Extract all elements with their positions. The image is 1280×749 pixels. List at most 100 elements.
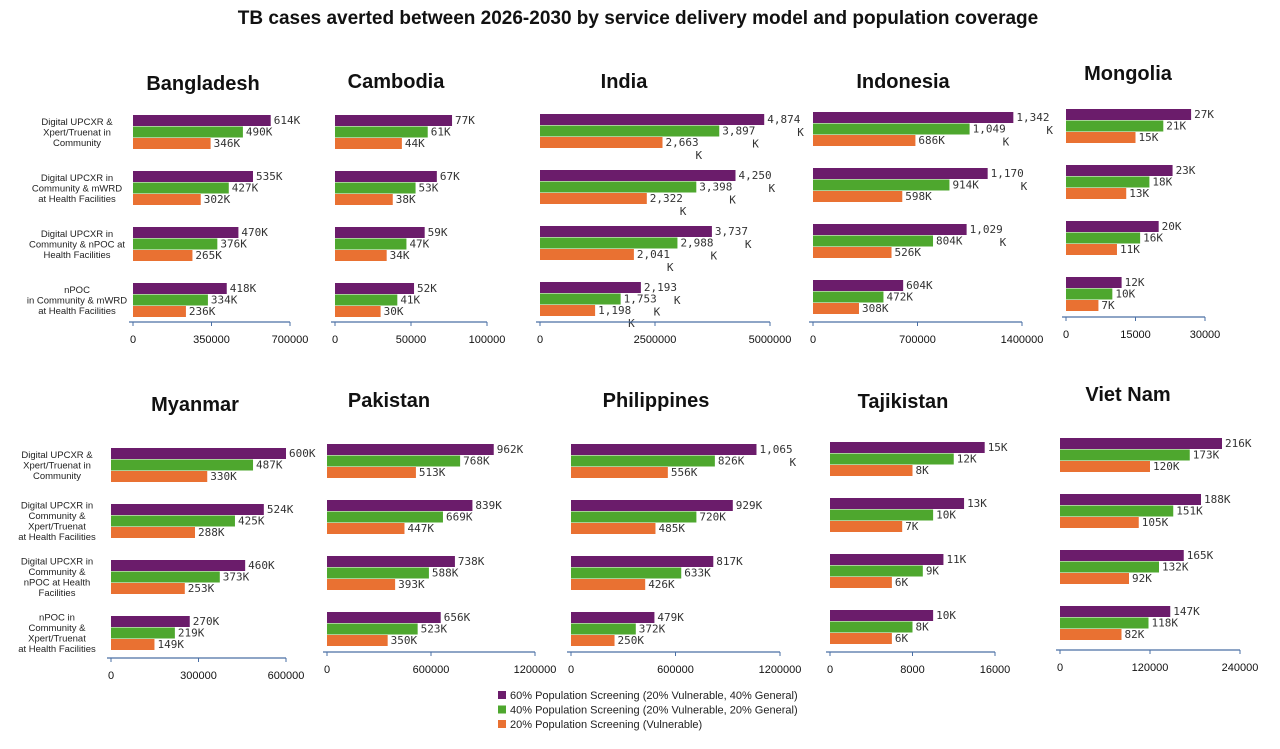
data-label: 330K <box>210 470 237 483</box>
data-label: 1,342 K <box>1016 111 1053 137</box>
data-label: 165K <box>1187 549 1214 562</box>
data-label: 376K <box>220 238 247 251</box>
bar <box>813 135 916 146</box>
data-label: 92K <box>1132 572 1152 585</box>
chart-panel-india: India 4,874 K 4,250 K 3,737 K 2,193 K 3,897 K 3,398… <box>536 71 804 346</box>
panel-title: Indonesia <box>856 71 950 93</box>
x-tick-label: 240000 <box>1222 662 1259 674</box>
x-tick-label: 1200000 <box>759 664 802 676</box>
x-tick-label: 1200000 <box>514 664 557 676</box>
data-label: 470K <box>241 226 268 239</box>
data-label: 15K <box>1139 131 1159 144</box>
x-tick-label: 0 <box>1057 662 1063 674</box>
data-label: 67K <box>440 170 460 183</box>
data-label: 147K <box>1173 605 1200 618</box>
bar <box>813 247 892 258</box>
x-tick-label: 700000 <box>272 334 309 346</box>
bar <box>830 521 903 532</box>
category-label: Digital UPCXR in Community & nPOC at Healt… <box>29 229 125 261</box>
category-label: nPOC in Community & Xpert/Truenat at Health… <box>18 613 96 656</box>
legend-label: 40% Population Screening (20% Vulnerable… <box>510 705 798 717</box>
bar <box>133 194 201 205</box>
data-label: 47K <box>409 238 429 251</box>
x-tick-label: 0 <box>537 334 543 346</box>
data-label: 20K <box>1162 220 1182 233</box>
panel-title: Myanmar <box>151 394 239 416</box>
x-tick-label: 600000 <box>268 670 305 682</box>
bar <box>133 238 218 250</box>
data-label: 265K <box>195 249 222 262</box>
bar <box>327 523 405 534</box>
data-label: 6K <box>895 576 909 589</box>
data-label: 460K <box>248 559 275 572</box>
legend-swatch <box>498 705 506 714</box>
bar <box>813 168 988 179</box>
data-label: 588K <box>432 567 459 580</box>
data-label: 2,322 K <box>650 192 687 218</box>
data-label: 11K <box>946 553 966 566</box>
bar <box>571 444 757 455</box>
bar <box>830 442 985 453</box>
chart-panel-cambodia: Cambodia 77K 67K 59K 52K 61K 53K 47K 41K 44K 38K 34… <box>331 71 505 346</box>
bar <box>327 623 418 635</box>
bar <box>830 610 934 621</box>
bar <box>571 623 636 635</box>
bar <box>540 170 736 181</box>
data-label: 535K <box>256 170 283 183</box>
data-label: 614K <box>274 114 301 127</box>
bar <box>813 179 950 191</box>
bar <box>335 138 402 149</box>
bar <box>540 226 712 237</box>
bar <box>813 224 967 235</box>
bar <box>335 115 453 126</box>
bar <box>335 306 381 317</box>
data-label: 686K <box>918 134 945 147</box>
data-label: 479K <box>657 611 684 624</box>
data-label: 472K <box>886 291 913 304</box>
x-tick-label: 0 <box>827 664 833 676</box>
x-tick-label: 0 <box>332 334 338 346</box>
bar <box>1060 617 1149 629</box>
bar <box>540 114 765 125</box>
bar <box>540 237 678 249</box>
data-label: 18K <box>1152 176 1172 189</box>
bar <box>1066 277 1122 288</box>
bar <box>111 459 254 471</box>
bar <box>571 579 646 590</box>
data-label: 59K <box>428 226 448 239</box>
data-label: 656K <box>444 611 471 624</box>
data-label: 485K <box>658 522 685 535</box>
data-label: 426K <box>648 578 675 591</box>
data-label: 526K <box>895 246 922 259</box>
data-label: 270K <box>193 615 220 628</box>
bar <box>1066 176 1150 188</box>
data-label: 350K <box>391 634 418 647</box>
bar <box>133 250 193 261</box>
chart-panels: Bangladesh 614K 535K 470K 418K 490K 427K 376K 33… <box>18 63 1258 682</box>
panel-title: India <box>601 71 649 93</box>
bar <box>830 554 944 565</box>
data-label: 393K <box>398 578 425 591</box>
bar <box>1066 232 1141 244</box>
data-label: 7K <box>1101 299 1115 312</box>
bar <box>327 511 443 523</box>
bar <box>1066 188 1127 199</box>
data-label: 346K <box>214 137 241 150</box>
data-label: 77K <box>455 114 475 127</box>
data-label: 929K <box>736 499 763 512</box>
category-label: Digital UPCXR & Xpert/Truenat in Community <box>21 450 93 482</box>
bar <box>111 616 190 627</box>
chart-panel-pakistan: Pakistan 962K 839K 738K 656K 768K 669K 588K 523K… <box>323 390 556 676</box>
bar <box>327 567 429 579</box>
bar <box>813 291 884 303</box>
panel-title: Philippines <box>603 390 710 412</box>
bar <box>830 509 934 521</box>
bar <box>1066 120 1164 132</box>
bar <box>540 305 596 316</box>
data-label: 250K <box>618 634 645 647</box>
bar <box>1060 550 1184 561</box>
chart-panel-myanmar: Myanmar 600K 524K 460K 270K 487K 425K 373K 219K 3… <box>18 394 316 682</box>
data-label: 13K <box>967 497 987 510</box>
bar <box>111 639 155 650</box>
data-label: 418K <box>230 282 257 295</box>
